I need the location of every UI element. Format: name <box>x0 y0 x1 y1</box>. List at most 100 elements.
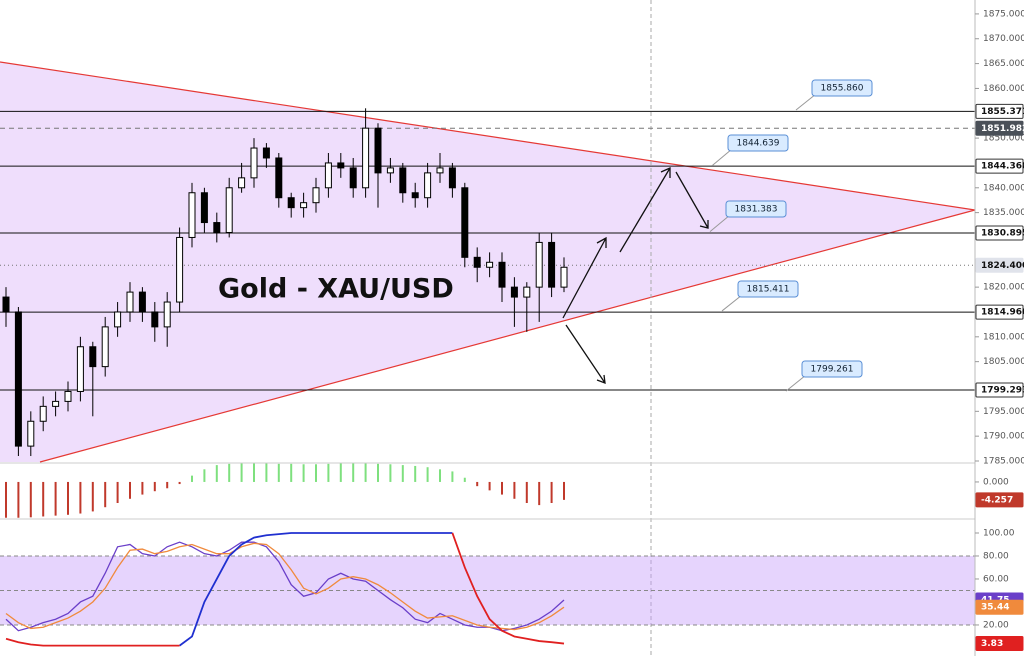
value-badge-bg <box>975 599 1024 615</box>
histogram-bar <box>166 481 169 489</box>
callout-pointer <box>711 148 733 167</box>
candle-body <box>27 420 35 447</box>
histogram-bar <box>364 463 367 482</box>
callout-pointer <box>785 374 807 392</box>
level-label-bg <box>975 382 1024 398</box>
histogram-bar <box>439 469 441 482</box>
candle-body <box>200 192 208 224</box>
histogram-bar <box>141 481 144 495</box>
candle-body <box>14 311 22 447</box>
axis-labels: 1875.000 1870.000 1865.000 1860.000 1850.000… <box>975 9 1024 652</box>
callout-box <box>811 79 873 97</box>
histogram-bar <box>265 463 268 482</box>
histogram-bar <box>401 465 404 482</box>
candle-body <box>262 147 270 159</box>
y-tick-label: 80.00 <box>983 551 1009 561</box>
candle-body <box>238 177 246 189</box>
callout-pointer <box>795 93 817 111</box>
histogram-bar <box>389 464 392 482</box>
candle-body <box>89 346 97 368</box>
histogram-bar <box>327 463 330 482</box>
candle-body <box>535 241 543 288</box>
histogram-bar <box>178 481 181 485</box>
candle-body <box>374 127 382 174</box>
y-tick-label: 1875.000 <box>983 9 1024 19</box>
candle-body <box>250 147 258 179</box>
histogram-bar <box>29 481 32 518</box>
value-badge: 35.44 <box>981 603 1009 613</box>
y-tick-label: 1790.000 <box>983 432 1024 442</box>
histogram-bar <box>476 481 479 487</box>
histogram-bar <box>42 481 45 517</box>
level-label-bg <box>975 304 1024 320</box>
candle-body <box>523 286 531 298</box>
marks: 1855.860 1844.639 1831.383 1815.411 1799.261 <box>0 79 975 647</box>
histogram-bar <box>451 471 454 482</box>
histogram-bar <box>54 481 57 516</box>
histogram-bar <box>463 477 466 482</box>
histogram-bar <box>17 481 20 518</box>
candle-body <box>101 326 109 368</box>
level-label: 1844.368 <box>981 162 1024 172</box>
candle-body <box>362 127 370 189</box>
value-badge-bg <box>975 636 1024 652</box>
candle-body <box>225 187 233 233</box>
callout-box <box>727 134 789 152</box>
histogram-bar <box>91 481 94 512</box>
value-badge-bg <box>975 492 1024 508</box>
candle-body <box>76 346 84 392</box>
candle-body <box>312 187 320 204</box>
histogram-bar <box>525 481 528 503</box>
histogram-bar <box>488 481 491 491</box>
callout-label: 1855.860 <box>821 84 864 94</box>
callout-box <box>725 200 787 218</box>
candle-body <box>411 192 419 199</box>
arrow <box>675 171 709 229</box>
histogram-bar <box>315 464 317 482</box>
histogram-bar <box>501 481 503 495</box>
candle-body <box>349 167 357 189</box>
candle-body <box>126 291 134 313</box>
candle-body <box>163 301 171 328</box>
histogram-bar <box>215 465 218 482</box>
arrow <box>619 166 671 253</box>
y-tick-label: 1805.000 <box>983 357 1024 367</box>
arrow <box>562 236 607 319</box>
candle-body <box>188 192 196 238</box>
candle-body <box>138 291 146 313</box>
callout-pointer <box>709 214 731 232</box>
y-tick-label: 1795.000 <box>983 407 1024 417</box>
y-tick-label: 1785.000 <box>983 457 1024 467</box>
histogram-bar <box>339 463 342 482</box>
candle-body <box>52 400 60 407</box>
triangle-lower <box>39 209 976 463</box>
level-label-bg <box>975 225 1024 241</box>
callout-label: 1799.261 <box>811 365 854 375</box>
level-label-bg <box>975 120 1024 136</box>
candle-body <box>436 167 444 174</box>
histogram-bar <box>129 481 131 499</box>
level-label-bg <box>975 158 1024 174</box>
candle-body <box>399 167 407 194</box>
candle-body <box>486 261 494 268</box>
histogram-bar <box>116 481 119 503</box>
histogram-bar <box>79 481 82 514</box>
indicator-line <box>5 542 565 631</box>
candle-body <box>275 157 283 199</box>
histogram-bar <box>5 481 7 518</box>
level-label: 1851.982 <box>981 124 1024 134</box>
candle-body <box>461 187 469 258</box>
y-tick-label: 1810.000 <box>983 332 1024 342</box>
level-label: 1814.960 <box>981 308 1024 318</box>
candle-body <box>213 222 221 233</box>
histogram-bar <box>153 481 156 492</box>
histogram-bar <box>240 463 243 482</box>
histogram-bar <box>377 463 379 482</box>
y-tick-label: 100.00 <box>983 528 1015 538</box>
candle-body <box>151 311 159 328</box>
y-tick-label: 20.00 <box>983 620 1009 630</box>
histogram-bar <box>191 475 193 482</box>
histogram-bar <box>203 469 206 482</box>
candle-body <box>114 311 122 328</box>
